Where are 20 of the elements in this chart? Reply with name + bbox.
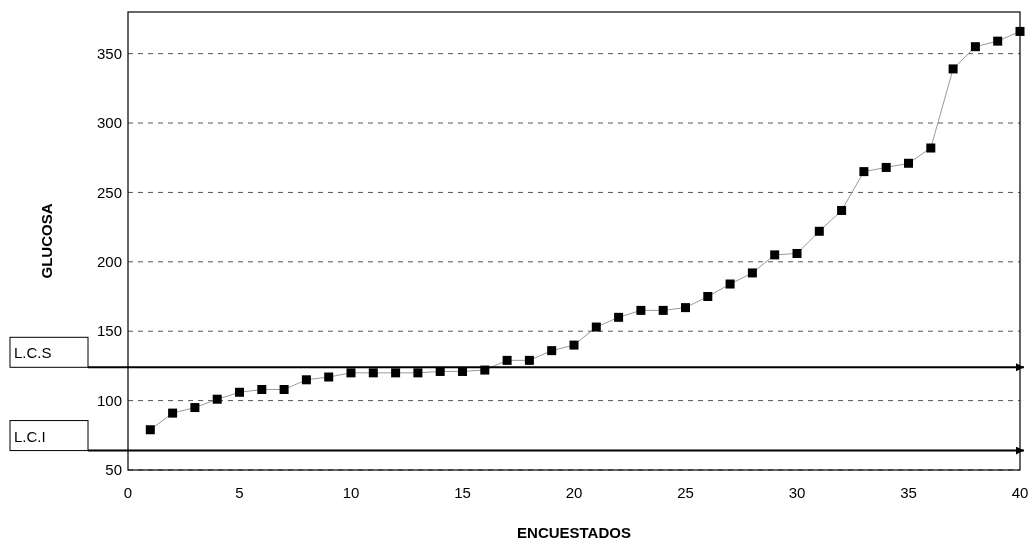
x-tick-label: 10 [342, 484, 360, 501]
ref-line-label: L.C.S [14, 344, 52, 362]
x-tick-label: 35 [900, 484, 917, 501]
y-tick-label: 300 [96, 114, 122, 132]
x-tick-label: 15 [454, 484, 471, 501]
x-tick-label: 5 [235, 484, 244, 501]
y-tick-label: 250 [96, 183, 122, 201]
y-tick-label: 350 [96, 44, 122, 62]
y-tick-label: 150 [96, 322, 122, 340]
x-axis-title: ENCUESTADOS [517, 524, 631, 541]
y-axis-title: GLUCOSA [38, 203, 55, 279]
x-tick-label: 0 [123, 484, 133, 501]
y-tick-label: 200 [96, 253, 122, 271]
y-tick-label: 100 [96, 391, 122, 409]
ref-line-label: L.C.I [14, 427, 46, 445]
x-tick-label: 40 [1011, 484, 1029, 501]
x-tick-label: 20 [565, 484, 583, 501]
x-tick-label: 25 [677, 484, 694, 501]
x-tick-label: 30 [788, 484, 806, 501]
y-tick-label: 50 [105, 461, 122, 479]
